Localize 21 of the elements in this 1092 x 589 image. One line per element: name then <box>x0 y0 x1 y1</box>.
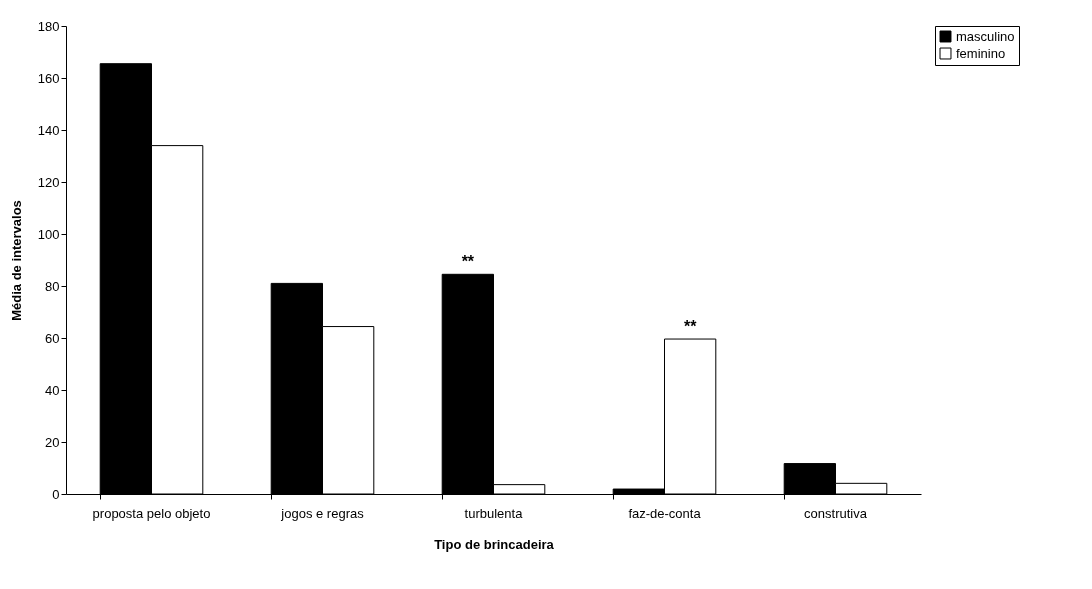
annotation: ** <box>683 318 698 336</box>
annotation: ** <box>461 253 475 271</box>
x-tick-label: faz-de-conta <box>628 505 702 521</box>
x-axis-title: Tipo de brincadeira <box>434 536 555 552</box>
y-tick-label: 140 <box>37 122 60 138</box>
y-tick-label: 80 <box>45 278 60 294</box>
y-tick-label: 180 <box>37 18 60 34</box>
y-tick-label: 0 <box>52 486 60 502</box>
y-tick-label: 100 <box>37 226 60 242</box>
y-tick-label: 160 <box>37 70 60 86</box>
y-axis-title: Média de intervalos <box>8 200 24 321</box>
y-tick-label: 20 <box>45 434 60 450</box>
y-tick-label: 60 <box>45 330 60 346</box>
x-tick-label: construtiva <box>804 505 868 521</box>
y-tick-label: 40 <box>45 382 60 398</box>
x-tick-label: turbulenta <box>464 505 524 521</box>
y-tick-label: 120 <box>37 174 60 190</box>
x-tick-label: jogos e regras <box>280 505 365 521</box>
x-tick-label: proposta pelo objeto <box>92 505 211 521</box>
legend-label: masculino <box>956 28 1015 44</box>
legend-label: feminino <box>956 45 1006 61</box>
